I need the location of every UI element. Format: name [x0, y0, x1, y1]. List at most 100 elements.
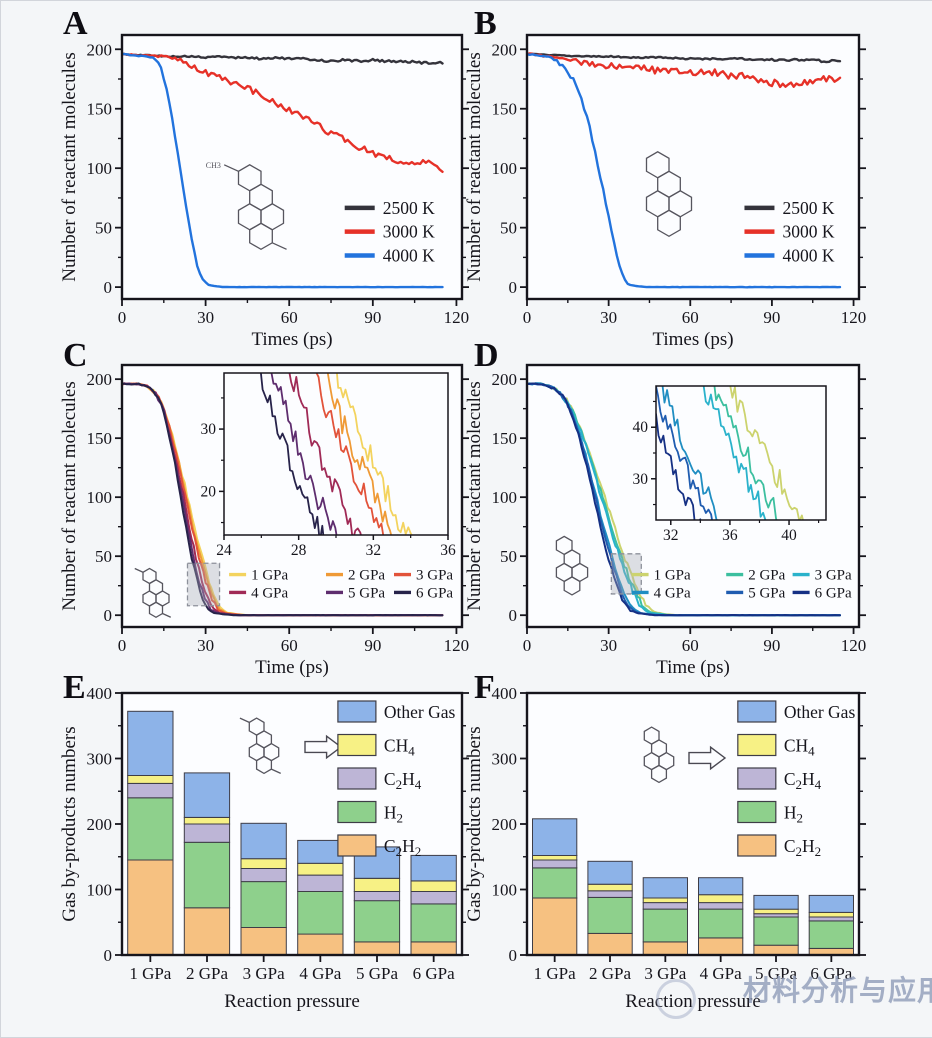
- bar-segment-6-gpa-ch4: [410, 880, 457, 892]
- legend-label-4000-k: 4000 K: [383, 245, 435, 265]
- legend-label-2-gpa: 2 GPa: [748, 568, 785, 584]
- y-tick-label: 50: [500, 219, 517, 238]
- legend-label-4000-k: 4000 K: [782, 245, 834, 265]
- inset-y-tick-label: 40: [633, 419, 649, 436]
- bar-segment-6-gpa-ch4: [808, 911, 855, 918]
- reaction-arrow-icon: [304, 734, 343, 760]
- inset-plot-area: [224, 373, 448, 535]
- benzene-ring: [571, 562, 589, 583]
- y-tick-label: 150: [492, 100, 518, 119]
- bar-segment-1-gpa-other-gas: [127, 710, 174, 776]
- plot-frame: [120, 363, 464, 629]
- inset-x-tick-label: 32: [663, 527, 679, 544]
- legend-label-5-gpa: 5 GPa: [348, 585, 385, 601]
- bar-segment-2-gpa-c2h2: [587, 932, 633, 956]
- bar-segment-5-gpa-ch4: [753, 908, 799, 915]
- molecule-pyrene-icon: [643, 726, 675, 784]
- molecule-pyrene-icon: [645, 151, 693, 238]
- legend-swatch-other-gas: [737, 700, 777, 723]
- y-tick-label: 50: [95, 547, 112, 566]
- watermark-text: 材料分析与应用: [743, 976, 932, 1007]
- bar-segment-1-gpa-ch4: [532, 854, 578, 861]
- x-tick-label: 0: [118, 636, 127, 655]
- legend-label-4-gpa: 4 GPa: [251, 585, 288, 601]
- bar-segment-4-gpa-c2h2: [297, 933, 344, 956]
- x-tick-label: 90: [763, 636, 780, 655]
- series-line-3000-k: [527, 52, 842, 89]
- bar-segment-4-gpa-other-gas: [297, 839, 344, 864]
- bar-segment-2-gpa-h2: [183, 841, 231, 909]
- series-line-4000-k: [122, 52, 444, 289]
- benzene-ring: [263, 742, 280, 762]
- legend-label-6-gpa: 6 GPa: [416, 585, 453, 601]
- y-tick-label: 200: [492, 40, 518, 59]
- molecule-dimethylpyrene-icon: CH3: [206, 161, 287, 251]
- inset-x-tick-label: 32: [366, 542, 382, 559]
- x-tick-label: 60: [682, 636, 699, 655]
- y-tick-label: 0: [104, 278, 113, 297]
- x-category-label: 6 GPa: [810, 964, 852, 983]
- bar-segment-1-gpa-c2h2: [532, 897, 578, 956]
- y-axis-title: Number of reactant molecules: [464, 381, 485, 610]
- bar-segment-3-gpa-h2: [642, 908, 689, 943]
- panel-f-chart: 1 GPa 2 GPa 3 GPa 4 GPa 5 GPa 6 GPa 0 100 200 300…: [464, 684, 866, 1012]
- bar-segment-3-gpa-c2h2: [642, 941, 689, 956]
- y-tick-label: 0: [104, 946, 113, 965]
- inset-x-tick-label: 40: [781, 527, 797, 544]
- x-tick-label: 30: [600, 308, 617, 327]
- bar-segment-4-gpa-c2h4: [698, 902, 744, 910]
- legend-label-2-gpa: 2 GPa: [348, 568, 385, 584]
- bar-segment-4-gpa-ch4: [698, 894, 744, 904]
- panel-a-chart: 0 30 60 90 120 0 50 100 150 200 Times (ps) Number o…: [59, 33, 470, 350]
- molecule-pyrene-icon: [555, 535, 589, 596]
- legend-label-c2h2: C2H2: [784, 836, 821, 859]
- molecule-dimethylpyrene-icon: [134, 567, 172, 619]
- x-tick-label: 0: [118, 308, 127, 327]
- bar-segment-3-gpa-ch4: [642, 897, 689, 904]
- inset-y-tick-label: 20: [201, 483, 217, 500]
- plot-frame: [525, 363, 861, 629]
- bar-segment-1-gpa-other-gas: [532, 818, 578, 856]
- x-tick-label: 0: [523, 636, 532, 655]
- y-tick-label: 200: [87, 370, 113, 389]
- inset-x-tick-label: 36: [722, 527, 738, 544]
- legend-swatch-c2h2: [737, 834, 777, 857]
- x-category-label: 6 GPa: [413, 964, 455, 983]
- legend-label-c2h2: C2H2: [384, 836, 421, 859]
- inset-x-tick-label: 36: [440, 542, 456, 559]
- bar-segment-6-gpa-h2: [808, 920, 855, 949]
- panel-label-e: E: [63, 669, 86, 706]
- x-category-label: 2 GPa: [589, 964, 631, 983]
- y-axis-title: Number of reactant molecules: [59, 52, 80, 281]
- methyl-bond: [271, 242, 287, 250]
- legend-label-6-gpa: 6 GPa: [815, 585, 852, 601]
- bar-segment-4-gpa-other-gas: [698, 877, 744, 896]
- legend-label-3-gpa: 3 GPa: [416, 568, 453, 584]
- plot-frame: [120, 691, 464, 957]
- plot-area: [122, 693, 462, 955]
- bar-segment-4-gpa-h2: [297, 891, 344, 935]
- bar-segment-2-gpa-other-gas: [587, 860, 633, 885]
- legend-label-2500-k: 2500 K: [383, 198, 435, 218]
- x-tick-label: 120: [444, 308, 470, 327]
- bar-segment-5-gpa-other-gas: [353, 846, 401, 879]
- y-tick-label: 100: [87, 881, 113, 900]
- bar-segment-2-gpa-c2h2: [183, 907, 231, 956]
- methyl-bond: [271, 768, 281, 774]
- y-tick-label: 300: [87, 750, 113, 769]
- legend-swatch-h2: [337, 800, 377, 824]
- x-axis-title: Time (ps): [255, 657, 329, 678]
- plot-area: [527, 693, 859, 955]
- x-category-label: 3 GPa: [644, 964, 686, 983]
- x-category-label: 1 GPa: [534, 964, 576, 983]
- legend-swatch-c2h4: [737, 767, 777, 790]
- methyl-bond: [239, 717, 250, 723]
- methyl-bond: [223, 164, 239, 172]
- x-tick-label: 90: [364, 636, 381, 655]
- bar-segment-2-gpa-ch4: [587, 883, 633, 892]
- legend-swatch-ch4: [337, 733, 377, 757]
- y-tick-label: 300: [492, 750, 518, 769]
- y-tick-label: 150: [87, 100, 113, 119]
- bar-segment-1-gpa-h2: [532, 867, 578, 899]
